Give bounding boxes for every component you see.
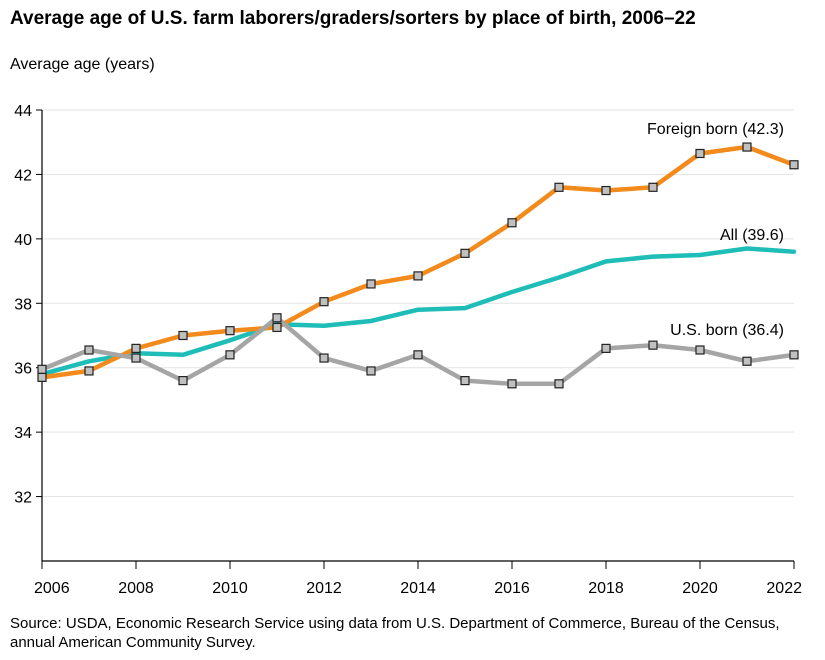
series-label-2: U.S. born (36.4)	[670, 322, 784, 339]
series-2-point-2010	[225, 350, 235, 360]
chart-title: Average age of U.S. farm laborers/grader…	[10, 8, 696, 29]
x-tick-label-2010: 2010	[212, 580, 248, 597]
series-0-point-2009	[178, 330, 188, 341]
x-tick-label-2022: 2022	[766, 580, 802, 597]
series-0-point-2008	[131, 343, 141, 353]
series-0-point-2012	[319, 297, 329, 307]
series-0-point-2019	[648, 182, 658, 192]
y-tick-label-34: 34	[14, 425, 32, 442]
series-0-point-2020	[695, 148, 705, 159]
series-0-point-2013	[366, 279, 376, 289]
axes: 32 34 36 38 40 42 44 2006 2008 2010 2012 2014 2016 20…	[14, 103, 802, 597]
series-lines	[39, 144, 797, 387]
series-0-point-2016	[507, 218, 517, 228]
series-0-point-2022	[789, 160, 799, 170]
series-label-0: Foreign born (42.3)	[647, 121, 784, 138]
y-axis-label: Average age (years)	[10, 56, 155, 73]
gridlines	[42, 109, 794, 498]
series-2-point-2018	[601, 343, 611, 353]
series-0-point-2010	[225, 326, 235, 336]
y-tick-label-44: 44	[14, 103, 32, 120]
series-0-point-2014	[413, 271, 423, 281]
series-2-point-2021	[742, 356, 752, 366]
series-2-point-2014	[413, 350, 423, 360]
series-2-point-2009	[178, 376, 188, 386]
series-2-point-2022	[789, 350, 799, 360]
x-tick-label-2016: 2016	[494, 580, 530, 597]
series-2-point-2020	[695, 345, 705, 355]
series-2-point-2016	[507, 379, 517, 389]
y-tick-label-32: 32	[14, 490, 32, 507]
series-2-point-2013	[366, 366, 376, 376]
source-note: Source: USDA, Economic Research Service …	[10, 615, 780, 651]
series-0-point-2018	[601, 185, 611, 196]
series-label-1: All (39.6)	[720, 227, 784, 244]
series-2-point-2011	[272, 313, 282, 323]
x-tick-label-2018: 2018	[588, 580, 624, 597]
series-0-point-2011	[272, 322, 282, 333]
series-2-point-2017	[554, 379, 564, 389]
series-2-point-2012	[319, 353, 329, 363]
x-tick-label-2008: 2008	[118, 580, 154, 597]
y-tick-label-38: 38	[14, 296, 32, 313]
series-line-1	[39, 246, 797, 377]
series-0-point-2021	[742, 142, 752, 152]
series-0-point-2007	[84, 366, 94, 376]
x-tick-label-2012: 2012	[306, 580, 342, 597]
series-2-point-2019	[648, 340, 658, 350]
y-tick-label-42: 42	[14, 167, 32, 184]
series-2-point-2006	[37, 364, 47, 374]
x-tick-label-2020: 2020	[682, 580, 718, 597]
series-2-point-2015	[460, 376, 470, 386]
series-0-point-2017	[554, 182, 564, 192]
series-2-point-2008	[131, 353, 141, 363]
series-line-0	[39, 144, 797, 380]
series-0-point-2015	[460, 248, 470, 258]
series-0-point-2006	[37, 372, 47, 382]
x-tick-label-2014: 2014	[400, 580, 436, 597]
series-labels: Foreign born (42.3) All (39.6) U.S. born (…	[647, 121, 784, 339]
y-tick-label-36: 36	[14, 361, 32, 378]
x-tick-label-2006: 2006	[34, 580, 70, 597]
series-2-point-2007	[84, 345, 94, 355]
y-tick-label-40: 40	[14, 232, 32, 249]
series-markers	[37, 142, 799, 389]
